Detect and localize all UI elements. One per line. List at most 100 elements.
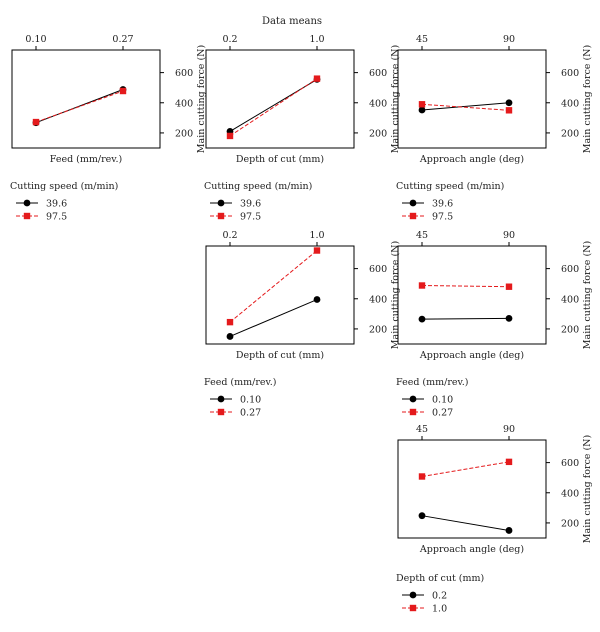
legend0-entry-1-marker [23, 212, 31, 220]
panel3-frame [205, 245, 355, 345]
panel2-ytick-label-2: 600 [561, 68, 579, 79]
panel0-frame [11, 49, 161, 149]
panel3-ylabel: Main cutting force (N) [390, 241, 401, 349]
panel2-series-0-line [421, 102, 510, 111]
panel3-ytick-label-1: 400 [369, 294, 387, 305]
panel3-xlabel: Depth of cut (mm) [236, 350, 324, 361]
panel2-xlabel: Approach angle (deg) [419, 154, 524, 165]
panel3-series-1-line [229, 250, 318, 323]
panel1-frame [205, 49, 355, 149]
panel3-series-0-point-1 [313, 296, 321, 303]
panel0-xlabel: Feed (mm/rev.) [50, 154, 122, 165]
panel2-ylabel: Main cutting force (N) [582, 45, 593, 153]
panel4-series-1-line [421, 285, 510, 288]
panel0-ylabel: Main cutting force (N) [196, 45, 207, 153]
panel4-series-0-point-1 [505, 314, 513, 322]
legend5-entry-1-label: 1.0 [432, 604, 447, 615]
panel5-ytick-label-1: 400 [561, 488, 579, 499]
legend3-entry-1-marker [217, 408, 225, 416]
legend3-title: Feed (mm/rev.) [204, 377, 276, 388]
panel2-series-0-point-0 [418, 106, 426, 114]
panel3-xtick-label-1: 1.0 [309, 230, 324, 241]
panel2-series-1-point-1 [505, 107, 513, 114]
legend3-entry-1-label: 0.27 [240, 408, 261, 419]
legend4-title: Feed (mm/rev.) [396, 377, 468, 388]
legend4-entry-0-marker [409, 395, 417, 403]
legend2-entry-0-marker [409, 199, 417, 207]
panel0-xtick-label-1: 0.27 [112, 34, 133, 45]
panel4-ytick-label-0: 200 [561, 324, 579, 335]
panel2-series-1-line [421, 103, 510, 111]
panel4-ytick-label-2: 600 [561, 264, 579, 275]
panel1-xtick-label-1: 1.0 [309, 34, 324, 45]
panel0-ytick-label-2: 600 [175, 68, 193, 79]
panel4-xlabel: Approach angle (deg) [419, 350, 524, 361]
panel0-series-1-point-0 [32, 118, 40, 126]
panel5-frame [397, 439, 547, 539]
panel1-ylabel: Main cutting force (N) [390, 45, 401, 153]
panel1-series-1-point-0 [226, 132, 234, 140]
legend0-entry-0-label: 39.6 [46, 199, 67, 210]
panel2-series-0-point-1 [505, 99, 513, 107]
panel1-ytick-label-2: 600 [369, 68, 387, 79]
legend1-title: Cutting speed (m/min) [204, 181, 312, 192]
legend4-entry-1-marker [409, 408, 417, 416]
panel5-xlabel: Approach angle (deg) [419, 544, 524, 555]
legend1-entry-1-marker [217, 212, 225, 220]
panel2-xtick-label-1: 90 [503, 34, 515, 45]
panel1-series-0-line [229, 78, 318, 132]
panel3-xtick-label-0: 0.2 [222, 230, 237, 241]
legend2-entry-1-marker [409, 212, 417, 220]
panel5-series-1-point-0 [418, 473, 426, 480]
panel0-ytick-label-1: 400 [175, 98, 193, 109]
panel2-ytick-label-1: 400 [561, 98, 579, 109]
panel2-xtick-label-0: 45 [416, 34, 428, 45]
panel3-series-0-line [229, 299, 318, 337]
panel1-series-1-point-1 [313, 75, 321, 82]
panel0-series-1-line [35, 90, 124, 123]
legend1-entry-1-label: 97.5 [240, 212, 261, 223]
panel4-series-1-point-1 [505, 283, 513, 290]
figure-title: Data means [262, 16, 322, 27]
panel4-xtick-label-0: 45 [416, 230, 428, 241]
panel4-frame [397, 245, 547, 345]
panel4-xtick-label-1: 90 [503, 230, 515, 241]
panel1-xlabel: Depth of cut (mm) [236, 154, 324, 165]
panel5-xtick-label-0: 45 [416, 424, 428, 435]
panel0-ytick-label-0: 200 [175, 128, 193, 139]
panel1-ytick-label-1: 400 [369, 98, 387, 109]
panel5-series-0-line [421, 515, 510, 531]
panel5-ylabel: Main cutting force (N) [582, 435, 593, 543]
panel5-ytick-label-0: 200 [561, 518, 579, 529]
legend2-entry-0-label: 39.6 [432, 199, 453, 210]
panel1-ytick-label-0: 200 [369, 128, 387, 139]
legend2-title: Cutting speed (m/min) [396, 181, 504, 192]
legend4-entry-0-label: 0.10 [432, 395, 453, 406]
panel5-series-1-point-1 [505, 458, 513, 466]
legend5-title: Depth of cut (mm) [396, 573, 484, 584]
panel4-ytick-label-1: 400 [561, 294, 579, 305]
panel5-xtick-label-1: 90 [503, 424, 515, 435]
legend4-entry-1-label: 0.27 [432, 408, 453, 419]
panel1-series-1-line [229, 78, 318, 137]
panel3-series-1-point-1 [313, 247, 321, 254]
panel5-ytick-label-2: 600 [561, 458, 579, 469]
panel0-xtick-label-0: 0.10 [25, 34, 46, 45]
legend5-entry-0-marker [409, 591, 417, 599]
panel3-series-1-point-0 [226, 318, 234, 326]
panel5-series-0-point-0 [418, 512, 426, 520]
panel3-ytick-label-0: 200 [369, 324, 387, 335]
legend5-entry-1-marker [409, 604, 417, 612]
panel3-series-0-point-0 [226, 333, 234, 340]
panel2-series-1-point-0 [418, 101, 426, 108]
legend0-entry-0-marker [23, 199, 31, 207]
panel4-ylabel: Main cutting force (N) [582, 241, 593, 349]
legend2-entry-1-label: 97.5 [432, 212, 453, 223]
legend5-entry-0-label: 0.2 [432, 591, 447, 602]
panel2-frame [397, 49, 547, 149]
legend0-entry-1-label: 97.5 [46, 212, 67, 223]
panel5-series-0-point-1 [505, 527, 513, 534]
panel1-xtick-label-0: 0.2 [222, 34, 237, 45]
panel2-ytick-label-0: 200 [561, 128, 579, 139]
